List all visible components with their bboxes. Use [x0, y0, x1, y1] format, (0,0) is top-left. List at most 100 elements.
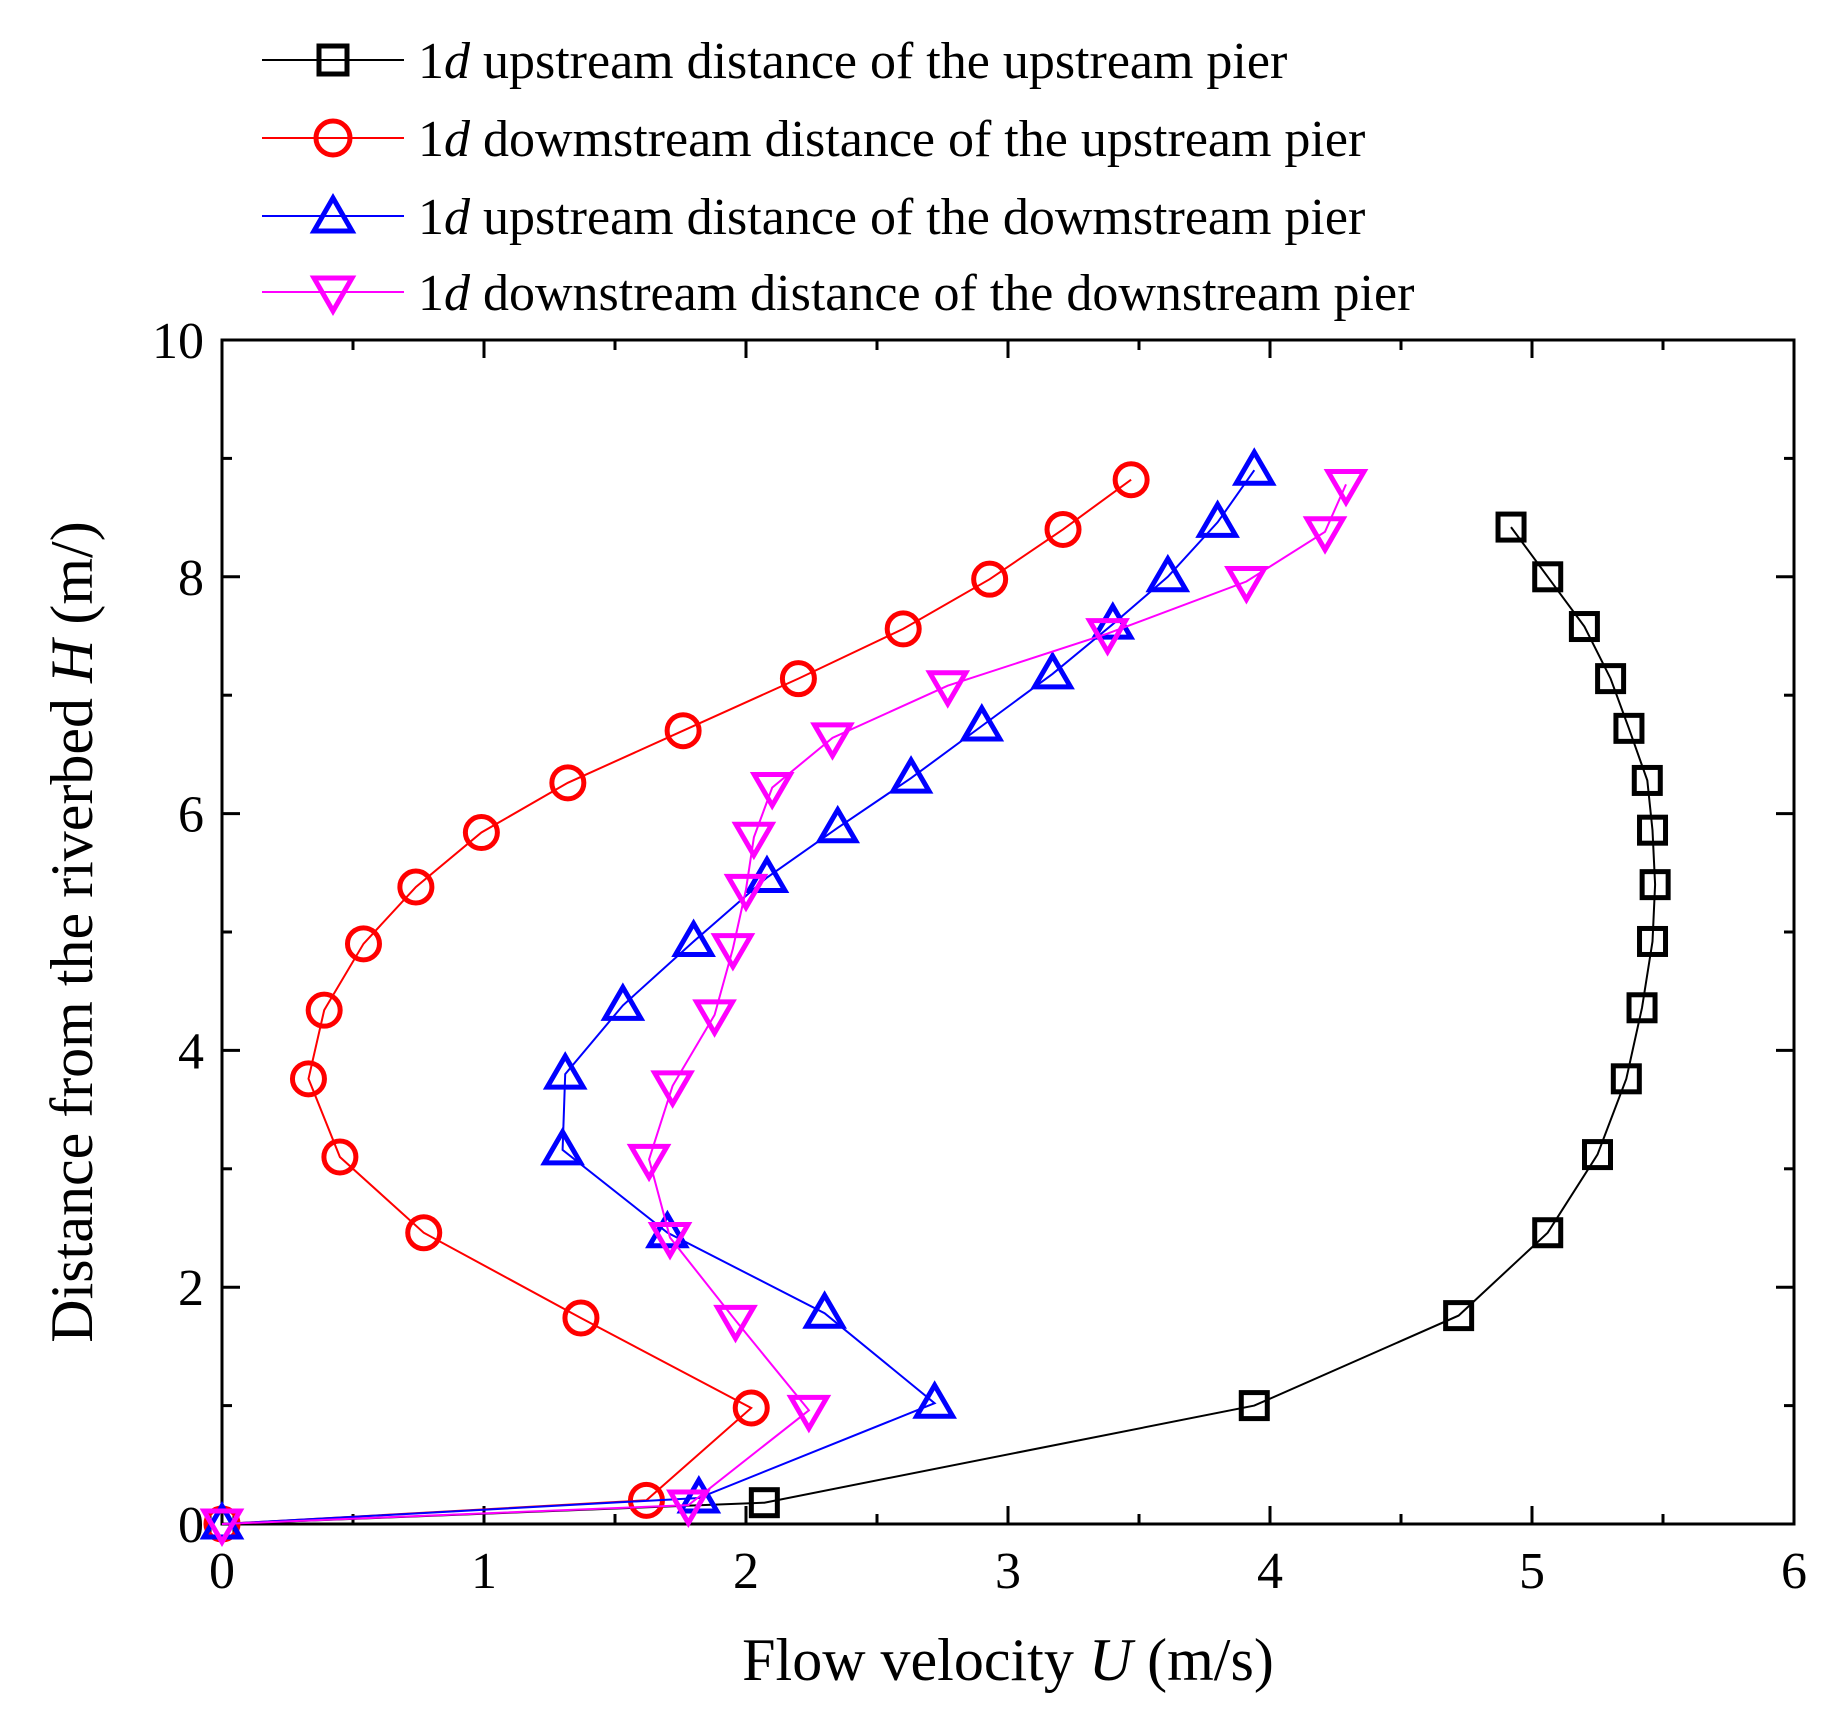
- data-point-square: [1637, 925, 1669, 957]
- legend-label-rest: upstream distance of the upstream pier: [470, 33, 1287, 90]
- legend-label-num: 1: [418, 33, 444, 90]
- legend-label-rest: dowmstream distance of the upstream pier: [470, 111, 1365, 168]
- legend-marker-circle: [313, 118, 353, 158]
- x-tick-label: 4: [1257, 1543, 1283, 1600]
- data-point-circle: [1044, 510, 1082, 548]
- data-point-square: [1238, 1390, 1270, 1422]
- data-point-square: [748, 1487, 780, 1519]
- data-point-triangle-down: [666, 1489, 711, 1529]
- series-line: [221, 478, 1132, 1525]
- x-tick-label: 3: [995, 1543, 1021, 1600]
- data-point-circle: [305, 991, 343, 1029]
- legend-label-var: d: [444, 265, 471, 322]
- y-tick-label: 6: [178, 787, 204, 844]
- data-point-triangle-down: [710, 933, 756, 972]
- data-point-circle: [562, 1299, 600, 1337]
- legend-entry: 1d downstream distance of the downstream…: [262, 265, 1414, 322]
- data-point-circle: [321, 1138, 359, 1176]
- data-point-circle: [971, 560, 1009, 598]
- y-tick-label: 0: [178, 1497, 204, 1554]
- data-point-circle: [664, 712, 702, 750]
- data-point-triangle-up: [888, 755, 934, 794]
- legend-label-var: d: [444, 111, 471, 168]
- data-point-circle: [884, 610, 922, 648]
- data-point-square: [1639, 869, 1671, 901]
- data-point-triangle-down: [692, 999, 737, 1038]
- legend-entry: 1d upstream distance of the upstream pie…: [262, 33, 1287, 90]
- legend-label-rest: upstream distance of the dowmstream pier: [470, 189, 1365, 246]
- y-axis-title-var: H: [39, 636, 105, 684]
- x-axis-title-prefix: Flow velocity: [742, 1627, 1089, 1693]
- data-point-triangle-down: [786, 1394, 832, 1434]
- legend-label: 1d downstream distance of the downstream…: [418, 265, 1414, 322]
- legend-label-var: d: [444, 33, 471, 90]
- data-point-triangle-up: [1195, 499, 1240, 538]
- data-point-triangle-up: [671, 918, 716, 957]
- data-point-square: [1568, 611, 1600, 643]
- data-point-square: [1610, 1063, 1642, 1095]
- series-group: [199, 447, 1671, 1547]
- data-point-triangle-down: [1323, 468, 1369, 508]
- data-point-square: [1495, 511, 1527, 543]
- y-tick-label: 8: [178, 550, 204, 607]
- data-point-square: [1532, 561, 1564, 593]
- data-point-triangle-down: [731, 821, 777, 861]
- y-tick-label: 10: [152, 313, 204, 370]
- data-point-square: [1443, 1300, 1475, 1332]
- data-point-square: [1582, 1139, 1613, 1171]
- data-point-triangle-down: [647, 1221, 693, 1261]
- data-point-circle: [779, 660, 817, 698]
- data-point-square: [1595, 663, 1627, 695]
- x-tick-label: 0: [209, 1543, 235, 1600]
- x-axis-title-var: U: [1089, 1627, 1136, 1693]
- y-axis-title-suffix: (m/): [39, 521, 105, 639]
- data-point-triangle-up: [1231, 447, 1277, 486]
- data-point-circle: [549, 764, 587, 802]
- data-point-triangle-up: [1030, 650, 1075, 690]
- series-square: [206, 511, 1671, 1540]
- data-point-square: [1637, 814, 1669, 846]
- data-point-circle: [289, 1060, 327, 1098]
- legend-label: 1d dowmstream distance of the upstream p…: [418, 111, 1365, 168]
- y-axis-title-prefix: Distance from the riverbed: [39, 683, 105, 1343]
- data-point-triangle-down: [723, 873, 769, 913]
- data-point-square: [1631, 764, 1663, 796]
- data-point-triangle-down: [1224, 566, 1269, 605]
- data-point-triangle-up: [540, 1126, 585, 1166]
- legend-label: 1d upstream distance of the upstream pie…: [418, 33, 1287, 90]
- legend-label-num: 1: [418, 111, 444, 168]
- legend-entry: 1d dowmstream distance of the upstream p…: [262, 111, 1365, 168]
- data-point-triangle-up: [600, 982, 646, 1021]
- y-tick-labels: 0 2 4 6 8 10: [152, 313, 204, 1554]
- data-point-circle: [732, 1389, 770, 1427]
- series-circle: [203, 461, 1150, 1543]
- x-tick-label: 2: [733, 1543, 759, 1600]
- data-point-triangle-down: [626, 1143, 672, 1183]
- data-point-square: [1532, 1217, 1564, 1249]
- x-tick-label: 6: [1781, 1543, 1807, 1600]
- data-point-circle: [405, 1214, 443, 1252]
- data-point-triangle-down: [1302, 516, 1348, 555]
- legend: 1d upstream distance of the upstream pie…: [262, 33, 1414, 322]
- data-point-triangle-down: [713, 1304, 758, 1344]
- x-axis-title: Flow velocity U (m/s): [742, 1627, 1274, 1693]
- legend-marker-square: [316, 43, 350, 77]
- data-point-triangle-down: [925, 670, 971, 709]
- data-point-circle: [397, 868, 435, 906]
- data-point-triangle-down: [199, 1508, 245, 1547]
- data-point-triangle-down: [1085, 618, 1130, 657]
- series-triangle-up: [199, 447, 1277, 1540]
- data-point-triangle-up: [815, 804, 861, 844]
- legend-label-num: 1: [418, 265, 444, 322]
- x-axis-title-suffix: (m/s): [1132, 1627, 1274, 1693]
- y-axis-title: Distance from the riverbed H (m/): [39, 521, 105, 1342]
- data-point-triangle-up: [912, 1380, 957, 1419]
- data-point-circle: [1112, 461, 1150, 499]
- data-point-triangle-up: [542, 1051, 588, 1090]
- series-triangle-down: [199, 468, 1369, 1547]
- series-line: [221, 526, 1657, 1525]
- data-point-triangle-up: [959, 703, 1005, 742]
- plot-area-frame: [220, 338, 1796, 1526]
- data-point-triangle-down: [650, 1070, 695, 1109]
